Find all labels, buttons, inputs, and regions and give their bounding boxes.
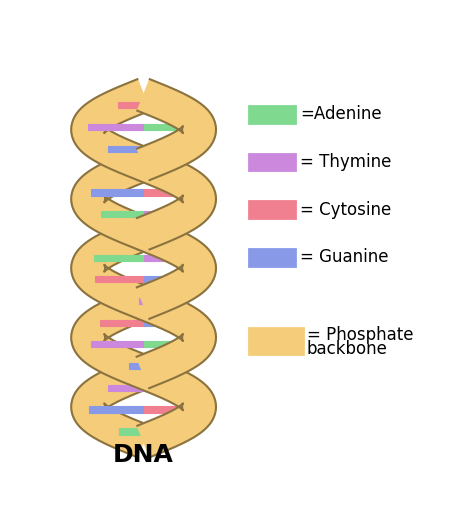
Bar	[119, 429, 144, 434]
Bar	[129, 363, 144, 369]
Bar	[89, 124, 144, 130]
Polygon shape	[137, 79, 216, 180]
Polygon shape	[137, 218, 216, 319]
Bar	[94, 255, 144, 260]
Bar	[89, 407, 144, 413]
Bar	[91, 341, 144, 348]
Bar	[144, 102, 169, 109]
Bar	[144, 298, 148, 304]
Polygon shape	[137, 357, 216, 457]
Text: = Thymine: = Thymine	[300, 153, 391, 171]
Bar	[138, 233, 144, 239]
Bar	[108, 385, 144, 391]
Bar	[144, 255, 193, 260]
Bar	[144, 341, 196, 348]
Bar	[144, 429, 168, 434]
Bar	[144, 320, 187, 326]
Text: backbone: backbone	[307, 340, 388, 358]
Bar	[144, 385, 180, 391]
Bar	[144, 211, 187, 217]
Bar	[144, 124, 199, 130]
Polygon shape	[137, 287, 216, 388]
Bar	[144, 233, 149, 239]
Text: =Adenine: =Adenine	[300, 105, 382, 123]
Bar	[144, 363, 158, 369]
Bar	[118, 102, 144, 109]
Text: DNA: DNA	[113, 443, 174, 467]
Polygon shape	[71, 357, 150, 457]
Bar	[144, 168, 159, 174]
Polygon shape	[71, 287, 151, 388]
Bar	[144, 407, 199, 413]
Bar	[249, 201, 295, 218]
Text: = Guanine: = Guanine	[300, 248, 388, 266]
Text: = Phosphate: = Phosphate	[307, 326, 413, 344]
Bar	[128, 168, 144, 174]
Bar	[249, 249, 295, 266]
Bar	[144, 276, 192, 282]
Bar	[91, 189, 144, 196]
Bar	[249, 328, 303, 354]
Polygon shape	[137, 149, 216, 250]
Polygon shape	[71, 79, 150, 180]
Polygon shape	[71, 218, 150, 319]
Bar	[95, 276, 144, 282]
Bar	[144, 146, 179, 152]
Polygon shape	[71, 149, 150, 250]
Bar	[144, 189, 197, 196]
Bar	[109, 146, 144, 152]
Bar	[100, 320, 144, 326]
Bar	[249, 106, 295, 123]
Bar	[249, 153, 295, 171]
Bar	[100, 211, 144, 217]
Bar	[139, 298, 144, 304]
Text: = Cytosine: = Cytosine	[300, 201, 391, 219]
